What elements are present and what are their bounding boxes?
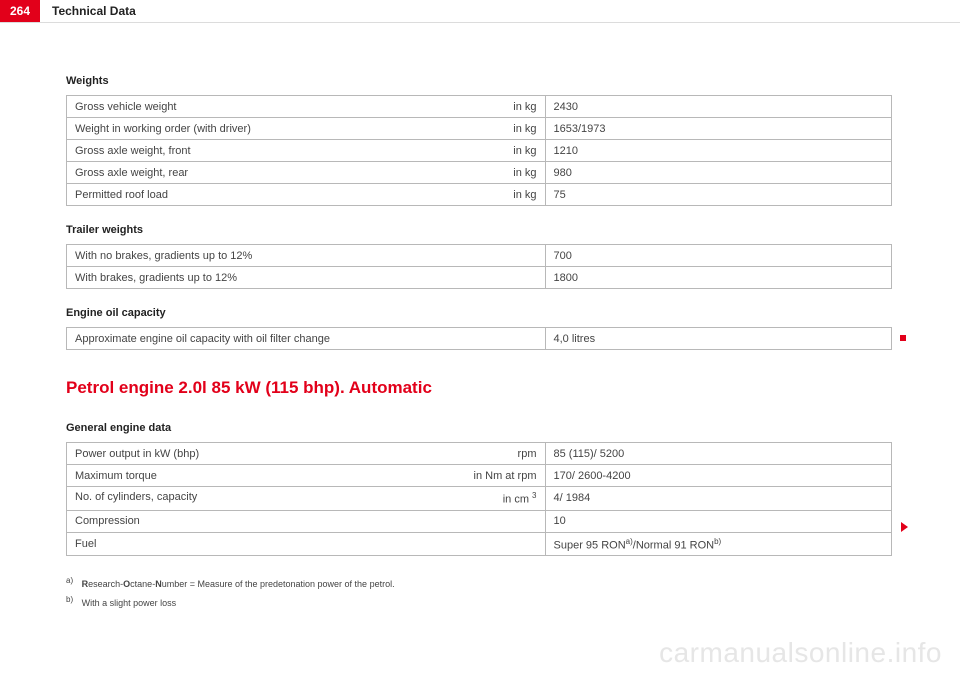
- footnote-a-text: Research-Octane-Number = Measure of the …: [82, 579, 395, 589]
- table-label-cell: No. of cylinders, capacity in cm 3: [67, 487, 546, 511]
- section-end-marker: [900, 335, 906, 341]
- table-row: Power output in kW (bhp) rpm 85 (115)/ 520…: [67, 443, 892, 465]
- row-unit: in kg: [513, 123, 536, 135]
- table-row: Fuel Super 95 RONa)/Normal 91 RONb): [67, 532, 892, 556]
- row-unit: in kg: [513, 145, 536, 157]
- table-row: Weight in working order (with driver) in …: [67, 118, 892, 140]
- header-divider: [0, 22, 960, 23]
- table-label-cell: Weight in working order (with driver) in …: [67, 118, 546, 140]
- table-value-cell: 1653/1973: [545, 118, 892, 140]
- section-label-trailer: Trailer weights: [66, 224, 892, 236]
- table-value-cell: 4/ 1984: [545, 487, 892, 511]
- table-row: Maximum torque in Nm at rpm 170/ 2600-4200: [67, 465, 892, 487]
- row-unit: in kg: [513, 189, 536, 201]
- section-label-engine: General engine data: [66, 422, 892, 434]
- table-label-cell: Fuel: [67, 532, 546, 556]
- table-label-cell: With no brakes, gradients up to 12%: [67, 245, 546, 267]
- continue-marker: [901, 522, 908, 532]
- row-unit: in cm 3: [503, 491, 537, 506]
- table-value-cell: 1800: [545, 267, 892, 289]
- table-value-cell: 980: [545, 162, 892, 184]
- table-row: Approximate engine oil capacity with oil…: [67, 328, 892, 350]
- row-name: With no brakes, gradients up to 12%: [75, 250, 252, 262]
- row-name: Compression: [75, 515, 140, 527]
- table-label-cell: Gross axle weight, rear in kg: [67, 162, 546, 184]
- table-row: Gross vehicle weight in kg 2430: [67, 96, 892, 118]
- footnotes: a) Research-Octane-Number = Measure of t…: [66, 574, 892, 611]
- table-row: Gross axle weight, rear in kg 980: [67, 162, 892, 184]
- engine-section-heading: Petrol engine 2.0l 85 kW (115 bhp). Auto…: [66, 378, 892, 398]
- page-content: Weights Gross vehicle weightin kg2430Wei…: [66, 75, 892, 611]
- trailer-table: With no brakes, gradients up to 12%700Wi…: [66, 244, 892, 289]
- page-title: Technical Data: [52, 4, 136, 18]
- table-value-cell: 10: [545, 510, 892, 532]
- engine-table: Power output in kW (bhp) rpm 85 (115)/ 520…: [66, 442, 892, 556]
- row-unit: in Nm at rpm: [474, 470, 537, 482]
- footnote-b-text: With a slight power loss: [82, 598, 177, 608]
- page-number-tab: 264: [0, 0, 40, 22]
- weights-table: Gross vehicle weightin kg2430Weight in w…: [66, 95, 892, 206]
- table-label-cell: Power output in kW (bhp) rpm: [67, 443, 546, 465]
- row-name: Gross vehicle weight: [75, 101, 177, 113]
- table-row: Permitted roof load in kg 75: [67, 184, 892, 206]
- row-unit: in kg: [513, 101, 536, 113]
- row-unit: in kg: [513, 167, 536, 179]
- footnote-a-key: a): [66, 576, 73, 585]
- section-label-oil: Engine oil capacity: [66, 307, 892, 319]
- table-value-cell: 170/ 2600-4200: [545, 465, 892, 487]
- section-label-weights: Weights: [66, 75, 892, 87]
- row-name: Fuel: [75, 538, 96, 550]
- row-name: Gross axle weight, rear: [75, 167, 188, 179]
- row-unit: rpm: [518, 448, 537, 460]
- watermark: carmanualsonline.info: [659, 637, 942, 669]
- row-name: Gross axle weight, front: [75, 145, 191, 157]
- table-label-cell: With brakes, gradients up to 12%: [67, 267, 546, 289]
- table-label-cell: Gross vehicle weight in kg: [67, 96, 546, 118]
- row-name: With brakes, gradients up to 12%: [75, 272, 237, 284]
- table-value-cell: 2430: [545, 96, 892, 118]
- footnote-b: b) With a slight power loss: [66, 593, 892, 611]
- table-row: Gross axle weight, front in kg 1210: [67, 140, 892, 162]
- row-name: Permitted roof load: [75, 189, 168, 201]
- row-name: Power output in kW (bhp): [75, 448, 199, 460]
- row-name: Maximum torque: [75, 470, 157, 482]
- table-value-cell: 1210: [545, 140, 892, 162]
- table-row: No. of cylinders, capacity in cm 3 4/ 1984: [67, 487, 892, 511]
- table-value-cell: 700: [545, 245, 892, 267]
- footnote-b-key: b): [66, 595, 73, 604]
- table-label-cell: Maximum torque in Nm at rpm: [67, 465, 546, 487]
- table-label-cell: Gross axle weight, front in kg: [67, 140, 546, 162]
- table-value-cell: 75: [545, 184, 892, 206]
- table-value-cell: Super 95 RONa)/Normal 91 RONb): [545, 532, 892, 556]
- footnote-a: a) Research-Octane-Number = Measure of t…: [66, 574, 892, 592]
- row-name: No. of cylinders, capacity: [75, 491, 197, 503]
- table-label-cell: Approximate engine oil capacity with oil…: [67, 328, 546, 350]
- row-name: Weight in working order (with driver): [75, 123, 251, 135]
- table-row: With no brakes, gradients up to 12% 700: [67, 245, 892, 267]
- oil-table: Approximate engine oil capacity with oil…: [66, 327, 892, 350]
- row-name: Approximate engine oil capacity with oil…: [75, 333, 330, 345]
- table-label-cell: Compression: [67, 510, 546, 532]
- table-label-cell: Permitted roof load in kg: [67, 184, 546, 206]
- table-value-cell: 4,0 litres: [545, 328, 892, 350]
- table-row: With brakes, gradients up to 12% 1800: [67, 267, 892, 289]
- table-value-cell: 85 (115)/ 5200: [545, 443, 892, 465]
- table-row: Compression 10: [67, 510, 892, 532]
